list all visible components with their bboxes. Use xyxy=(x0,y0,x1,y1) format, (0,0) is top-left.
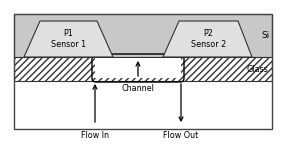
Text: Flow In: Flow In xyxy=(81,131,109,140)
Polygon shape xyxy=(24,21,113,57)
Text: Glass: Glass xyxy=(246,65,268,73)
Text: P2
Sensor 2: P2 Sensor 2 xyxy=(191,29,226,49)
Bar xyxy=(14,14,272,129)
Bar xyxy=(14,14,272,57)
Text: P1
Sensor 1: P1 Sensor 1 xyxy=(51,29,86,49)
Bar xyxy=(14,57,272,81)
Text: Flow Out: Flow Out xyxy=(163,131,198,140)
Text: Channel: Channel xyxy=(122,84,154,93)
Bar xyxy=(14,14,272,129)
Polygon shape xyxy=(163,21,252,57)
Bar xyxy=(95,58,181,78)
Text: Si: Si xyxy=(261,31,269,40)
